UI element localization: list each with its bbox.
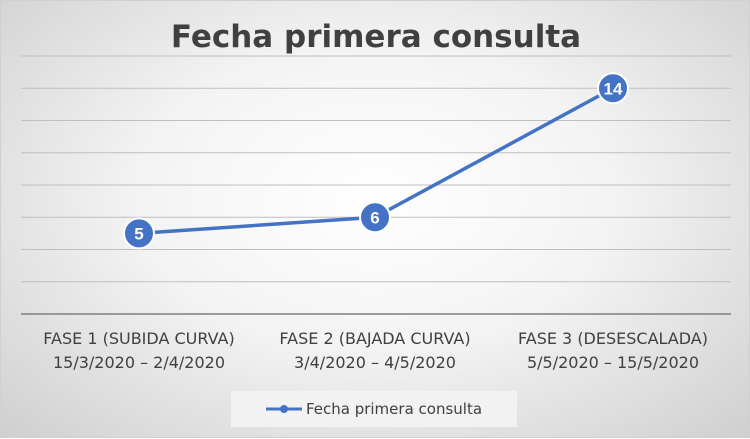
x-tick-label-fase-2: FASE 2 (BAJADA CURVA) 3/4/2020 – 4/5/202… xyxy=(255,327,495,375)
data-label: 14 xyxy=(604,79,623,98)
legend-swatch-icon xyxy=(265,405,302,413)
legend-label: Fecha primera consulta xyxy=(305,400,483,418)
data-label: 6 xyxy=(370,208,379,227)
data-point-marker xyxy=(359,201,391,234)
x-tick-label-dates: 15/3/2020 – 2/4/2020 xyxy=(52,353,226,372)
x-tick-label-dates: 5/5/2020 – 15/5/2020 xyxy=(526,353,700,372)
x-tick-label-phase: FASE 1 (SUBIDA CURVA) xyxy=(43,329,235,348)
x-tick-label-dates: 3/4/2020 – 4/5/2020 xyxy=(294,353,456,372)
x-tick-label-fase-1: FASE 1 (SUBIDA CURVA) 15/3/2020 – 2/4/20… xyxy=(19,327,259,375)
chart-title: Fecha primera consulta xyxy=(170,19,582,55)
data-point-marker xyxy=(597,72,629,105)
x-tick-label-phase: FASE 2 (BAJADA CURVA) xyxy=(279,329,471,348)
data-label: 5 xyxy=(134,224,143,243)
x-tick-label-phase: FASE 3 (DESESCALADA) xyxy=(518,329,708,348)
legend: Fecha primera consulta xyxy=(231,391,517,427)
data-point-marker xyxy=(123,217,155,250)
x-tick-label-fase-3: FASE 3 (DESESCALADA) 5/5/2020 – 15/5/202… xyxy=(493,327,733,375)
